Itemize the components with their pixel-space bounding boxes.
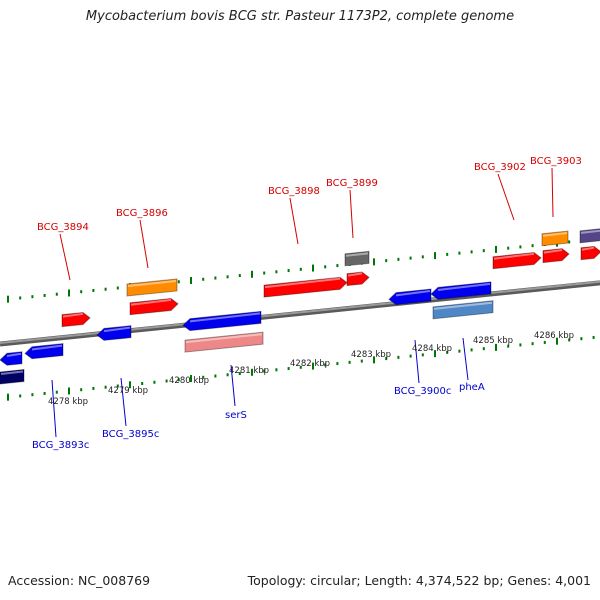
bottom-tick-track: [7, 335, 595, 401]
gene-sers-shine: [189, 312, 261, 323]
gene-bcg3902: [492, 252, 542, 270]
gene-label-bcg_3903: BCG_3903: [530, 156, 582, 167]
gene-label-bcg_3896: BCG_3896: [116, 208, 168, 219]
gene-label-bcg_3902: BCG_3902: [474, 162, 526, 173]
leader-line: [51, 379, 57, 438]
leader-line: [120, 377, 127, 427]
gene-label-bcg_3893c: BCG_3893c: [32, 440, 89, 451]
gene-bcg3900c-shine: [395, 290, 431, 297]
leader-line: [462, 337, 469, 381]
gene-purple-edge: [579, 228, 600, 244]
gene-navy-edge: [0, 368, 25, 385]
gene-label-bcg_3894: BCG_3894: [37, 222, 89, 233]
gene-orange-1: [126, 278, 178, 297]
gene-bcg3895c: [96, 325, 132, 341]
leader-line: [414, 339, 420, 384]
genome-title: Mycobacterium bovis BCG str. Pasteur 117…: [85, 9, 515, 24]
leader-line: [551, 167, 554, 218]
gene-label-bcg_3900c: BCG_3900c: [394, 386, 451, 397]
gene-orange-2-shine: [542, 232, 568, 237]
gene-red-edge: [580, 245, 600, 261]
gene-navy-edge-shine: [0, 370, 24, 375]
leader-line: [497, 173, 515, 221]
gene-bcg3903-shine: [543, 248, 563, 254]
gene-small-blue: [24, 343, 64, 360]
gene-small-blue-shine: [31, 344, 63, 351]
gene-bcg3898: [263, 276, 348, 298]
gene-bcg3893c: [0, 351, 23, 366]
gene-red-edge-shine: [581, 246, 595, 251]
gene-label-bcg_3898: BCG_3898: [268, 186, 320, 197]
gene-label-sers: serS: [225, 410, 247, 421]
accession-label: Accession: NC_008769: [8, 573, 151, 588]
gene-sers: [182, 310, 262, 332]
scale-label: 4282 kbp: [290, 359, 330, 369]
gene-phea: [432, 300, 494, 320]
scale-label: 4278 kbp: [48, 397, 88, 407]
leader-line: [59, 233, 71, 281]
gene-pink-shine: [185, 333, 263, 344]
gene-blue-large-shine: [437, 282, 491, 292]
scale-label: 4281 kbp: [229, 366, 269, 376]
gene-phea-shine: [433, 301, 493, 310]
gene-label-bcg_3899: BCG_3899: [326, 178, 378, 189]
leader-line: [349, 189, 354, 239]
gene-orange-2: [541, 230, 569, 247]
gene-bcg3903: [542, 248, 570, 264]
gene-red-small: [346, 271, 370, 287]
label-texts: BCG_3894 BCG_3896 BCG_3898 BCG_3899 BCG_3902…: [32, 156, 582, 451]
gene-orange-1-shine: [127, 279, 177, 288]
leader-line: [139, 219, 149, 269]
gene-purple-edge-shine: [580, 229, 600, 234]
leader-line: [289, 197, 299, 245]
gene-bcg3900c: [388, 288, 432, 306]
scale-label: 4286 kbp: [534, 331, 574, 341]
gene-pink: [184, 331, 264, 353]
gene-red-small-shine: [347, 272, 363, 277]
topology-label: Topology: circular; Length: 4,374,522 bp…: [247, 573, 591, 588]
gene-bcg3893c-shine: [6, 352, 22, 357]
gene-features: [0, 228, 600, 385]
gene-bcg3898-shine: [264, 277, 341, 289]
leader-line: [230, 364, 236, 407]
gene-label-phea: pheA: [459, 382, 485, 393]
gene-bcg3899-shine: [345, 252, 369, 257]
gene-bcg3896: [129, 298, 179, 316]
gene-label-bcg_3895c: BCG_3895c: [102, 429, 159, 440]
label-leaders: [51, 167, 554, 438]
gene-bcg3896-shine: [130, 298, 172, 306]
scale-label: 4284 kbp: [412, 344, 452, 354]
gene-bcg3902-shine: [493, 252, 535, 260]
scale-label: 4280 kbp: [169, 376, 209, 386]
scale-label: 4285 kbp: [473, 336, 513, 346]
scale-label: 4279 kbp: [108, 386, 148, 396]
scale-label: 4283 kbp: [351, 350, 391, 360]
gene-bcg3894-shine: [62, 312, 84, 318]
gene-bcg3894: [61, 312, 91, 328]
gene-bcg3899: [344, 250, 370, 267]
gene-bcg3895c-shine: [103, 326, 131, 333]
gene-blue-large: [430, 281, 492, 300]
